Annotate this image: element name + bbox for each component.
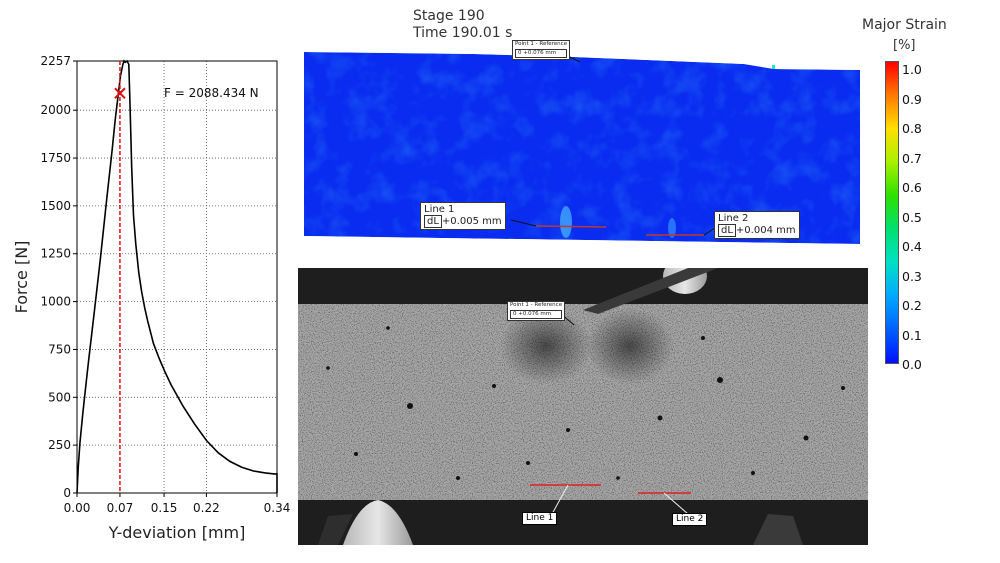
strain-point-label: Point 1 - Reference 0 +0.076 mm — [512, 40, 571, 60]
strain-line-2-label: Line 2 dL +0.004 mm — [714, 211, 800, 239]
x-tick-label: 0.34 — [264, 501, 291, 515]
strain-line-1 — [535, 225, 607, 228]
strain-line-2-name: Line 2 — [718, 213, 749, 224]
colorbar-unit: [%] — [893, 38, 916, 53]
colorbar-tick-label: 0.5 — [902, 209, 922, 225]
y-tick-label: 1000 — [40, 295, 71, 309]
x-axis-label: Y-deviation [mm] — [108, 523, 246, 542]
strain-line-2-value: +0.004 mm — [735, 225, 796, 236]
y-tick-label: 1500 — [40, 199, 71, 213]
colorbar — [885, 61, 899, 364]
force-curve — [76, 59, 278, 494]
colorbar-tick-label: 0.3 — [902, 268, 922, 284]
colorbar-tick-label: 0.0 — [902, 357, 922, 372]
x-tick-label: 0.15 — [151, 501, 178, 515]
colorbar-tick-label: 0.6 — [902, 180, 922, 195]
y-tick-label: 0 — [63, 486, 71, 500]
y-tick-label: 1250 — [40, 247, 71, 261]
time-label: Time 190.01 s — [413, 25, 513, 41]
stage-label: Stage 190 — [413, 8, 485, 24]
camera-point-label: Point 1 - Reference 0 +0.076 mm — [507, 301, 566, 321]
plot-area — [77, 61, 277, 493]
y-tick-label: 2257 — [40, 54, 71, 68]
colorbar-tick-label: 1.0 — [902, 62, 922, 77]
y-tick-label: 500 — [48, 390, 71, 404]
strain-line-1-value: +0.005 mm — [441, 216, 502, 227]
y-tick-label: 250 — [48, 438, 71, 452]
x-tick-label: 0.22 — [193, 501, 220, 515]
support-left — [343, 500, 413, 545]
camera-line-2-label: Line 2 — [672, 513, 708, 526]
strain-line-1-label: Line 1 dL +0.005 mm — [420, 202, 506, 230]
strain-point-value: 0 +0.076 mm — [515, 49, 568, 58]
camera-point-value: 0 +0.076 mm — [510, 310, 563, 319]
plot-frame — [76, 60, 278, 494]
strain-line-1-name: Line 1 — [424, 204, 455, 215]
marker-cross — [114, 87, 126, 99]
colorbar-tick-label: 0.7 — [902, 150, 922, 166]
x-tick-label: 0.07 — [107, 501, 134, 515]
colorbar-tick-label: 0.4 — [902, 239, 922, 254]
camera-view — [298, 258, 868, 545]
marker-label: F = 2088.434 N — [164, 86, 259, 100]
y-tick-label: 750 — [48, 342, 71, 356]
x-tick-label: 0.00 — [64, 501, 91, 515]
colorbar-tick-label: 0.9 — [902, 91, 922, 107]
camera-line-1-label: Line 1 — [522, 512, 558, 525]
colorbar-title: Major Strain — [862, 17, 947, 33]
colorbar-tick-label: 0.1 — [902, 327, 922, 343]
camera-point-name: Point 1 - Reference — [510, 302, 563, 308]
colorbar-tick-label: 0.8 — [902, 121, 922, 136]
strain-point-name: Point 1 - Reference — [515, 41, 568, 47]
speckle-dots — [326, 326, 845, 480]
colorbar-tick-label: 0.2 — [902, 298, 922, 313]
force-deviation-chart: 0 250 500 750 1000 1250 1500 1750 2000 2257 0.00 0.… — [12, 54, 291, 542]
y-axis-label: Force [N] — [12, 241, 31, 314]
y-tick-label: 1750 — [40, 151, 71, 165]
y-tick-label: 2000 — [40, 103, 71, 117]
